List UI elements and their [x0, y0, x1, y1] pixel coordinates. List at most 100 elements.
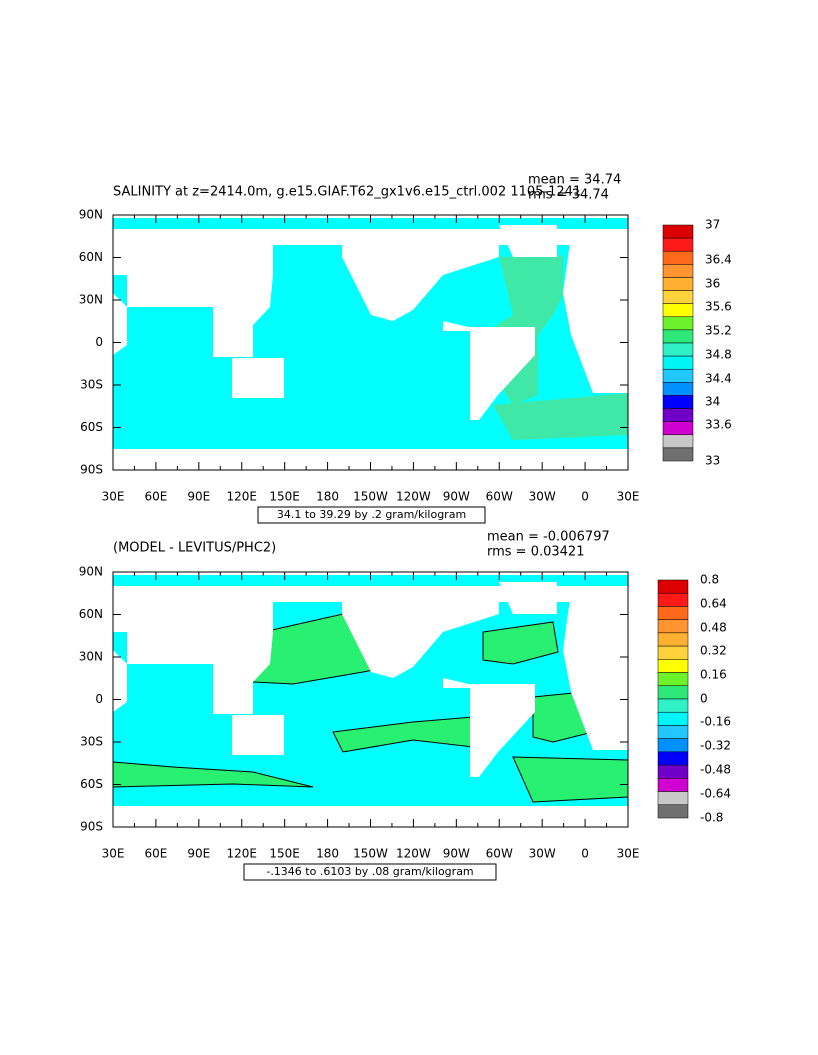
- lon-label: 150E: [269, 490, 300, 504]
- lon-label: 30E: [617, 490, 640, 504]
- colorbar-box: [657, 698, 689, 713]
- colorbar-label: 0.16: [700, 668, 727, 682]
- colorbar-label: -0.8: [700, 811, 723, 825]
- lat-label: 90S: [80, 463, 103, 477]
- colorbar-box: [657, 804, 689, 819]
- colorbar-box: [657, 738, 689, 753]
- info-box: [243, 863, 497, 881]
- colorbar-box: [662, 382, 694, 396]
- atlantic-south: [493, 393, 628, 440]
- colorbar-label: 0: [700, 692, 708, 706]
- map: [113, 218, 628, 449]
- colorbar-label: 36.4: [705, 253, 732, 267]
- lat-label: 60S: [80, 420, 103, 434]
- lon-label: 90W: [443, 490, 470, 504]
- colorbar-box: [657, 579, 689, 594]
- lon-label: 90W: [443, 847, 470, 861]
- colorbar-label: 33.6: [705, 418, 732, 432]
- colorbar-label: 34: [705, 395, 720, 409]
- contour-info: 34.1 to 39.29 by .2 gram/kilogram: [277, 508, 466, 521]
- north-atlantic: [482, 621, 559, 665]
- colorbar-box: [657, 711, 689, 726]
- lat-label: 0: [95, 692, 103, 706]
- title: (MODEL - LEVITUS/PHC2): [113, 541, 276, 556]
- colorbar-label: 0.8: [700, 573, 719, 587]
- colorbar-label: -0.16: [700, 715, 731, 729]
- lon-label: 120W: [396, 490, 431, 504]
- colorbar-box: [657, 685, 689, 700]
- colorbar-label: 37: [705, 218, 720, 232]
- lat-label: 90N: [79, 208, 103, 222]
- colorbar-label: 34.4: [705, 372, 732, 386]
- colorbar-box: [662, 408, 694, 422]
- colorbar-box: [657, 619, 689, 634]
- colorbar-box: [662, 355, 694, 370]
- lon-label: 30W: [529, 847, 556, 861]
- lon-label: 120W: [396, 847, 431, 861]
- lon-label: 0: [581, 490, 589, 504]
- info-box: [257, 506, 486, 524]
- southern-atlantic: [512, 756, 629, 803]
- colorbar-box: [662, 303, 694, 318]
- ocean: [113, 218, 628, 229]
- lon-label: 120E: [227, 847, 258, 861]
- rms: rms = 34.74: [528, 188, 609, 203]
- lon-label: 60E: [144, 490, 167, 504]
- colorbar-box: [662, 264, 694, 278]
- colorbar-label: 36: [705, 277, 720, 291]
- contour-info: -.1346 to .6103 by .08 gram/kilogram: [266, 865, 473, 878]
- lat-label: 30S: [80, 735, 103, 749]
- lon-label: 150E: [269, 847, 300, 861]
- ocean: [113, 575, 628, 586]
- colorbar-label: 35.2: [705, 324, 732, 338]
- colorbar-box: [657, 592, 689, 607]
- lat-label: 30N: [79, 650, 103, 664]
- colorbar-label: 33: [705, 454, 720, 468]
- colorbar-box: [662, 290, 694, 304]
- lon-label: 0: [581, 847, 589, 861]
- title: SALINITY at z=2414.0m, g.e15.GIAF.T62_gx…: [113, 185, 581, 200]
- colorbar-label: -0.64: [700, 787, 731, 801]
- rms: rms = 0.03421: [487, 545, 584, 560]
- colorbar-label: 0.64: [700, 597, 727, 611]
- colorbar-label: 34.8: [705, 348, 732, 362]
- lon-label: 180: [316, 847, 339, 861]
- colorbar-box: [662, 421, 694, 436]
- colorbar-box: [657, 725, 689, 739]
- lon-label: 120E: [227, 490, 258, 504]
- colorbar-box: [662, 329, 694, 344]
- colorbar-box: [657, 659, 689, 673]
- colorbar-box: [657, 606, 689, 620]
- colorbar-box: [662, 277, 694, 291]
- colorbar-box: [662, 250, 694, 265]
- colorbar-box: [662, 316, 694, 331]
- lat-label: 30N: [79, 293, 103, 307]
- lat-label: 90N: [79, 565, 103, 579]
- colorbar-box: [657, 764, 689, 779]
- colorbar-box: [657, 645, 689, 660]
- lon-label: 90E: [187, 847, 210, 861]
- lon-label: 30E: [102, 847, 125, 861]
- colorbar-label: 0.32: [700, 644, 727, 658]
- colorbar-box: [662, 447, 694, 462]
- colorbar-label: 0.48: [700, 621, 727, 635]
- colorbar-box: [662, 224, 694, 239]
- lat-label: 30S: [80, 378, 103, 392]
- lon-label: 90E: [187, 490, 210, 504]
- lat-label: 60N: [79, 607, 103, 621]
- lon-label: 30E: [617, 847, 640, 861]
- lon-label: 30E: [102, 490, 125, 504]
- colorbar-box: [662, 237, 694, 252]
- colorbar-box: [662, 434, 694, 449]
- colorbar-box: [657, 778, 689, 792]
- mean: mean = 34.74: [528, 173, 621, 188]
- colorbar-box: [657, 672, 689, 687]
- lon-label: 180: [316, 490, 339, 504]
- mean: mean = -0.006797: [487, 530, 610, 545]
- colorbar-box: [662, 368, 694, 383]
- lat-label: 60S: [80, 777, 103, 791]
- lon-label: 60E: [144, 847, 167, 861]
- lon-label: 30W: [529, 490, 556, 504]
- colorbar-box: [657, 791, 689, 806]
